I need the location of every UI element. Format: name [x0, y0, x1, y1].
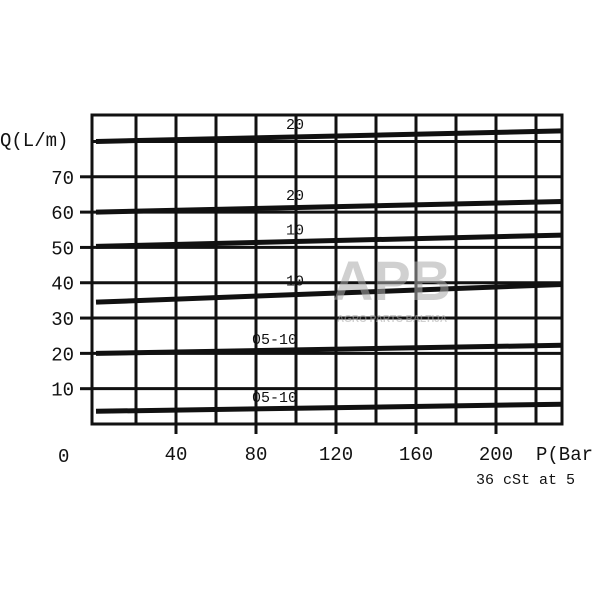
series-labels: 20 20 10 10 05-10 05-10 [252, 117, 304, 407]
series-line [95, 401, 563, 414]
series-label: 20 [286, 188, 304, 205]
series-line [95, 232, 563, 249]
watermark: APB AGRO PARTS BALTIJA [333, 249, 451, 325]
x-axis-label: P(Bar [536, 444, 593, 466]
origin-label: 0 [58, 446, 69, 468]
series-line [95, 342, 563, 356]
y-tick-label: 40 [51, 274, 74, 296]
x-tick-label: 120 [319, 444, 353, 466]
viscosity-note: 36 cSt at 5 [476, 472, 575, 489]
watermark-text: AGRO PARTS BALTIJA [337, 314, 447, 325]
x-tick-label: 40 [165, 444, 188, 466]
x-tick-label: 80 [245, 444, 268, 466]
x-tick-label: 160 [399, 444, 433, 466]
series-lines [95, 128, 563, 414]
y-tick-label: 20 [51, 344, 74, 366]
series-label: 10 [286, 223, 304, 240]
watermark-logo: APB [333, 249, 451, 312]
grid [90, 113, 564, 426]
series-line [95, 199, 563, 215]
y-tick-label: 10 [51, 380, 74, 402]
series-label: 05-10 [252, 390, 297, 407]
y-tick-label: 60 [51, 203, 74, 225]
plot-frame [90, 113, 564, 426]
series-label: 05-10 [252, 332, 297, 349]
y-tick-label: 70 [51, 168, 74, 190]
series-line [95, 282, 563, 305]
series-line [95, 128, 563, 144]
y-tick-label: 50 [51, 238, 74, 260]
x-tick-label: 200 [479, 444, 513, 466]
series-label: 20 [286, 117, 304, 134]
y-tick-label: 30 [51, 309, 74, 331]
series-label: 10 [286, 274, 304, 291]
y-axis-label: Q(L/m) [0, 130, 68, 152]
